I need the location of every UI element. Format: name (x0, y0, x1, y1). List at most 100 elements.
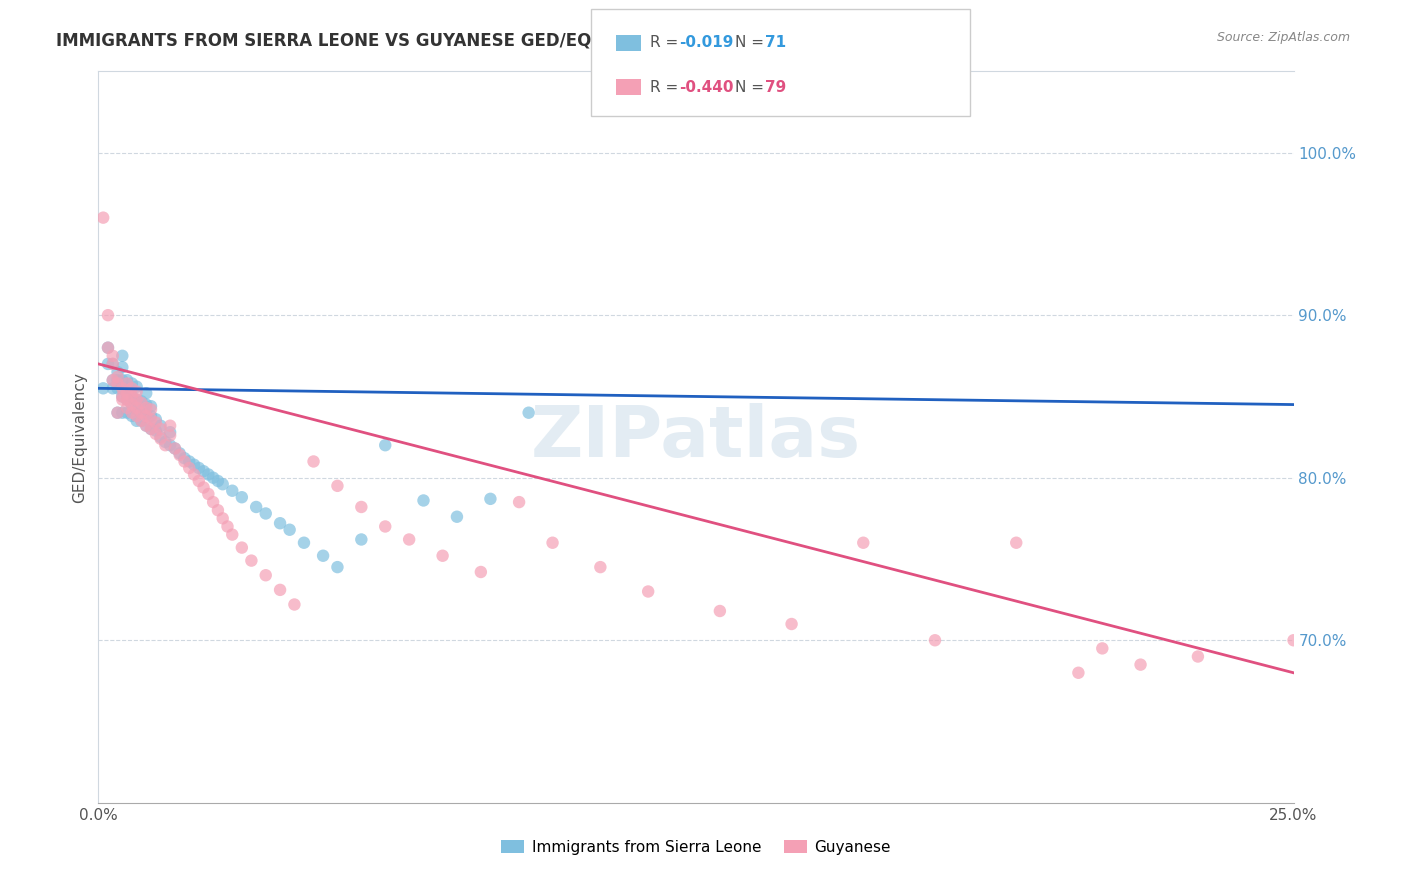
Point (173, 454, 195, 468)
Text: ZIPatlas: ZIPatlas (531, 402, 860, 472)
Point (121, 389, 143, 403)
Point (278, 523, 301, 537)
Point (121, 406, 143, 420)
Point (115, 376, 138, 391)
Point (207, 503, 229, 517)
Point (121, 398, 143, 412)
Point (350, 500, 373, 514)
Point (254, 507, 277, 521)
Point (202, 495, 225, 509)
Point (197, 487, 219, 501)
Point (97, 357, 120, 371)
Point (115, 386, 138, 401)
Point (125, 409, 148, 423)
Point (115, 392, 138, 407)
Point (91, 211, 114, 225)
Point (398, 533, 420, 547)
Point (97, 341, 120, 355)
Point (125, 380, 148, 394)
Point (111, 349, 134, 363)
Text: -0.019: -0.019 (679, 36, 734, 50)
Point (125, 402, 148, 417)
Text: -0.440: -0.440 (679, 80, 734, 95)
Point (107, 406, 129, 420)
Point (101, 373, 124, 387)
Point (135, 407, 157, 421)
Point (115, 392, 138, 407)
Point (183, 458, 205, 472)
Point (111, 389, 134, 403)
Point (135, 398, 157, 412)
Point (149, 432, 172, 446)
Point (211, 511, 233, 525)
Point (1005, 535, 1028, 549)
Point (163, 442, 186, 456)
Text: R =: R = (650, 80, 683, 95)
Point (131, 406, 153, 420)
Point (1067, 665, 1090, 680)
Point (131, 414, 153, 428)
Point (155, 438, 177, 452)
Point (135, 386, 157, 401)
Point (350, 533, 373, 547)
Point (97, 308, 120, 322)
Point (121, 376, 143, 391)
Point (179, 454, 201, 468)
Text: 79: 79 (765, 80, 786, 95)
Point (240, 553, 263, 567)
Point (125, 401, 148, 415)
Point (107, 381, 129, 395)
Point (432, 549, 454, 563)
Point (1129, 657, 1152, 672)
Point (125, 384, 148, 399)
Point (159, 438, 181, 452)
Point (101, 349, 124, 363)
Point (183, 467, 205, 482)
Point (169, 448, 191, 462)
Point (131, 394, 153, 409)
Point (852, 535, 875, 549)
Point (135, 418, 157, 433)
Point (139, 409, 162, 423)
Point (111, 406, 134, 420)
Point (269, 582, 291, 597)
Text: N =: N = (735, 36, 769, 50)
Point (149, 430, 172, 444)
Point (312, 549, 335, 563)
Point (217, 519, 239, 533)
Point (125, 392, 148, 407)
Point (302, 454, 325, 468)
Point (193, 464, 215, 478)
Point (159, 425, 181, 440)
Point (173, 451, 195, 466)
Point (111, 389, 134, 403)
Point (145, 426, 167, 441)
Y-axis label: GED/Equivalency: GED/Equivalency (72, 372, 87, 502)
Point (125, 392, 148, 407)
Legend: Immigrants from Sierra Leone, Guyanese: Immigrants from Sierra Leone, Guyanese (495, 834, 897, 861)
Point (207, 474, 229, 488)
Point (145, 412, 167, 426)
Point (187, 461, 209, 475)
Text: N =: N = (735, 80, 769, 95)
Point (709, 604, 731, 618)
Point (101, 357, 124, 371)
Point (1091, 641, 1114, 656)
Point (374, 438, 396, 452)
Point (159, 418, 181, 433)
Text: IMMIGRANTS FROM SIERRA LEONE VS GUYANESE GED/EQUIVALENCY CORRELATION CHART: IMMIGRANTS FROM SIERRA LEONE VS GUYANESE… (56, 31, 901, 49)
Point (131, 396, 153, 410)
Point (107, 370, 129, 384)
Text: 71: 71 (765, 36, 786, 50)
Point (131, 406, 153, 420)
Point (169, 446, 191, 460)
Point (163, 442, 186, 456)
Point (446, 509, 468, 524)
Point (121, 398, 143, 412)
Point (326, 560, 349, 574)
Point (412, 493, 434, 508)
Point (245, 500, 267, 514)
Point (107, 376, 129, 391)
Point (202, 471, 225, 485)
Point (187, 474, 209, 488)
